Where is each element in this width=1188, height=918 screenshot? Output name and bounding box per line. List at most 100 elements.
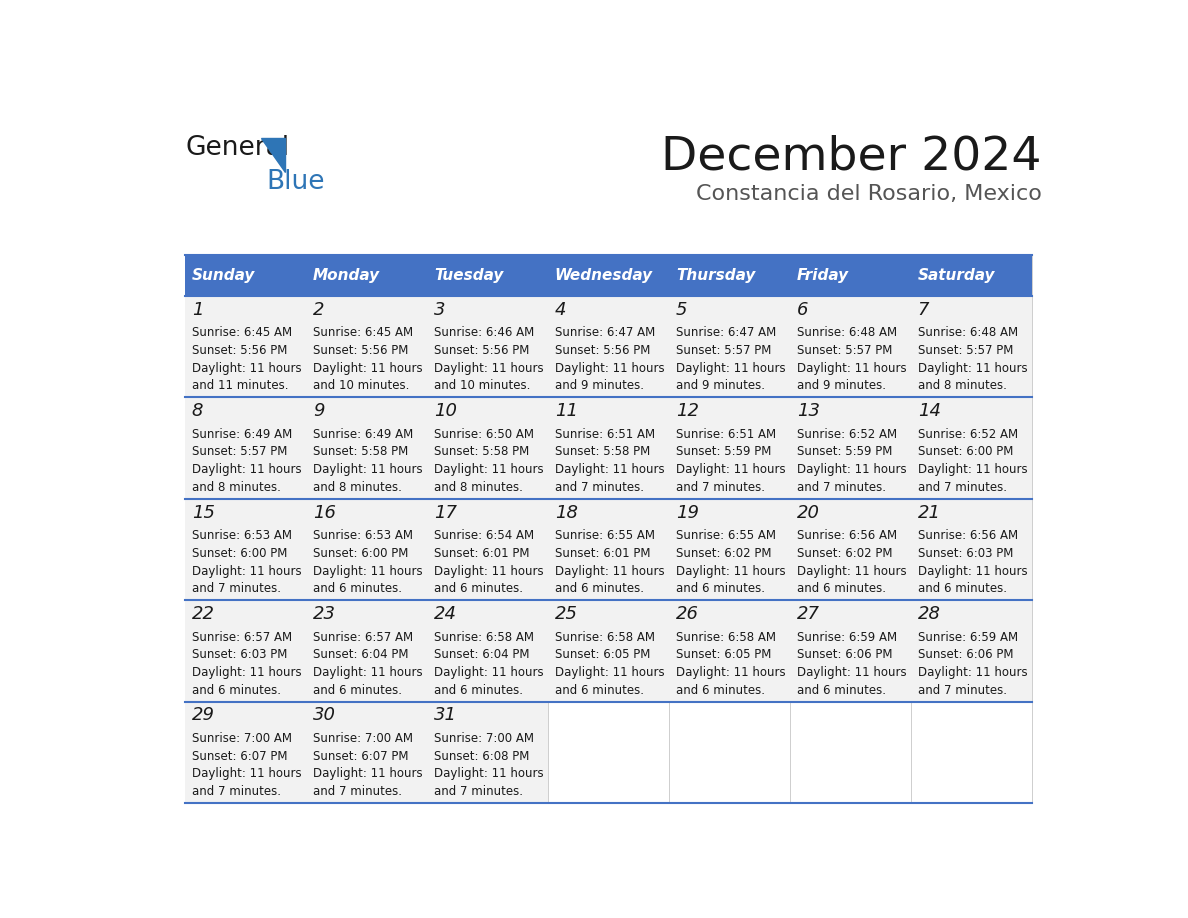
Text: Sunrise: 6:45 AM: Sunrise: 6:45 AM	[312, 327, 413, 340]
Text: Sunset: 6:01 PM: Sunset: 6:01 PM	[434, 547, 530, 560]
Text: Sunset: 5:57 PM: Sunset: 5:57 PM	[797, 344, 892, 357]
Text: Daylight: 11 hours: Daylight: 11 hours	[676, 666, 785, 679]
Text: Sunset: 6:00 PM: Sunset: 6:00 PM	[191, 547, 287, 560]
Text: Sunrise: 6:56 AM: Sunrise: 6:56 AM	[797, 529, 897, 543]
Text: and 6 minutes.: and 6 minutes.	[312, 684, 402, 697]
Text: 2: 2	[312, 301, 324, 319]
Bar	[428, 701, 549, 803]
Text: 29: 29	[191, 707, 215, 724]
Text: Sunrise: 6:51 AM: Sunrise: 6:51 AM	[676, 428, 776, 441]
Text: 4: 4	[555, 301, 567, 319]
Text: 30: 30	[312, 707, 336, 724]
Text: Saturday: Saturday	[918, 268, 996, 283]
Text: 26: 26	[676, 605, 699, 623]
Text: 21: 21	[918, 504, 941, 521]
Text: Sunset: 6:08 PM: Sunset: 6:08 PM	[434, 750, 529, 763]
Text: Sunrise: 6:58 AM: Sunrise: 6:58 AM	[434, 631, 533, 644]
Text: Sunset: 6:05 PM: Sunset: 6:05 PM	[676, 648, 771, 661]
Text: 20: 20	[797, 504, 820, 521]
Text: Sunset: 5:56 PM: Sunset: 5:56 PM	[191, 344, 287, 357]
Text: and 6 minutes.: and 6 minutes.	[676, 684, 765, 697]
Text: Sunrise: 7:00 AM: Sunrise: 7:00 AM	[434, 732, 533, 744]
Text: Sunrise: 7:00 AM: Sunrise: 7:00 AM	[191, 732, 292, 744]
Text: Sunset: 6:04 PM: Sunset: 6:04 PM	[434, 648, 530, 661]
Text: Monday: Monday	[312, 268, 380, 283]
Text: Sunrise: 6:52 AM: Sunrise: 6:52 AM	[918, 428, 1018, 441]
Text: Sunrise: 6:55 AM: Sunrise: 6:55 AM	[676, 529, 776, 543]
Text: Daylight: 11 hours: Daylight: 11 hours	[312, 362, 423, 375]
Text: Daylight: 11 hours: Daylight: 11 hours	[191, 362, 302, 375]
Text: Daylight: 11 hours: Daylight: 11 hours	[191, 565, 302, 577]
Text: and 8 minutes.: and 8 minutes.	[312, 481, 402, 494]
Text: Daylight: 11 hours: Daylight: 11 hours	[555, 565, 664, 577]
Text: Sunrise: 6:59 AM: Sunrise: 6:59 AM	[797, 631, 897, 644]
Text: Daylight: 11 hours: Daylight: 11 hours	[312, 666, 423, 679]
Text: Sunset: 6:00 PM: Sunset: 6:00 PM	[918, 445, 1013, 458]
Text: Tuesday: Tuesday	[434, 268, 504, 283]
Text: and 6 minutes.: and 6 minutes.	[555, 582, 644, 595]
Text: 3: 3	[434, 301, 446, 319]
Text: Sunset: 5:56 PM: Sunset: 5:56 PM	[312, 344, 409, 357]
Text: and 11 minutes.: and 11 minutes.	[191, 379, 289, 393]
Text: Daylight: 11 hours: Daylight: 11 hours	[434, 767, 543, 780]
Text: Sunset: 6:01 PM: Sunset: 6:01 PM	[555, 547, 650, 560]
Text: 25: 25	[555, 605, 577, 623]
Bar	[549, 600, 669, 701]
Text: 27: 27	[797, 605, 820, 623]
Text: Sunset: 5:58 PM: Sunset: 5:58 PM	[434, 445, 529, 458]
Text: and 7 minutes.: and 7 minutes.	[191, 785, 280, 798]
Text: and 8 minutes.: and 8 minutes.	[434, 481, 523, 494]
Text: and 6 minutes.: and 6 minutes.	[797, 582, 886, 595]
Text: 11: 11	[555, 402, 577, 420]
Text: Sunset: 6:02 PM: Sunset: 6:02 PM	[676, 547, 771, 560]
Bar	[911, 297, 1032, 397]
Text: 18: 18	[555, 504, 577, 521]
Text: Sunrise: 6:58 AM: Sunrise: 6:58 AM	[676, 631, 776, 644]
Text: 9: 9	[312, 402, 324, 420]
Bar	[185, 498, 307, 600]
Text: Sunset: 5:56 PM: Sunset: 5:56 PM	[434, 344, 529, 357]
Bar	[669, 397, 790, 498]
Text: Daylight: 11 hours: Daylight: 11 hours	[797, 464, 906, 476]
Text: and 7 minutes.: and 7 minutes.	[434, 785, 523, 798]
Text: and 7 minutes.: and 7 minutes.	[312, 785, 402, 798]
Text: Sunrise: 6:58 AM: Sunrise: 6:58 AM	[555, 631, 655, 644]
Text: and 10 minutes.: and 10 minutes.	[434, 379, 530, 393]
Text: Constancia del Rosario, Mexico: Constancia del Rosario, Mexico	[696, 185, 1042, 205]
Text: Sunset: 6:05 PM: Sunset: 6:05 PM	[555, 648, 650, 661]
Text: Daylight: 11 hours: Daylight: 11 hours	[555, 362, 664, 375]
Text: 8: 8	[191, 402, 203, 420]
Bar	[669, 600, 790, 701]
Text: and 9 minutes.: and 9 minutes.	[555, 379, 644, 393]
Text: Sunrise: 6:56 AM: Sunrise: 6:56 AM	[918, 529, 1018, 543]
Text: Sunset: 6:07 PM: Sunset: 6:07 PM	[312, 750, 409, 763]
Bar	[911, 397, 1032, 498]
Bar	[185, 255, 307, 297]
Bar	[669, 498, 790, 600]
Text: Daylight: 11 hours: Daylight: 11 hours	[797, 666, 906, 679]
Text: and 7 minutes.: and 7 minutes.	[797, 481, 886, 494]
Text: Thursday: Thursday	[676, 268, 756, 283]
Text: Friday: Friday	[797, 268, 849, 283]
Text: Sunset: 6:06 PM: Sunset: 6:06 PM	[797, 648, 892, 661]
Text: Daylight: 11 hours: Daylight: 11 hours	[434, 362, 543, 375]
Bar	[185, 397, 307, 498]
Text: and 7 minutes.: and 7 minutes.	[918, 481, 1006, 494]
Text: 15: 15	[191, 504, 215, 521]
Text: Sunset: 6:07 PM: Sunset: 6:07 PM	[191, 750, 287, 763]
Text: 23: 23	[312, 605, 336, 623]
Text: Daylight: 11 hours: Daylight: 11 hours	[676, 565, 785, 577]
Bar	[669, 255, 790, 297]
Text: and 8 minutes.: and 8 minutes.	[191, 481, 280, 494]
Bar	[790, 297, 911, 397]
Text: Sunset: 5:56 PM: Sunset: 5:56 PM	[555, 344, 650, 357]
Bar	[428, 297, 549, 397]
Text: Sunrise: 6:49 AM: Sunrise: 6:49 AM	[191, 428, 292, 441]
Bar	[185, 297, 307, 397]
Text: Daylight: 11 hours: Daylight: 11 hours	[191, 767, 302, 780]
Text: General: General	[185, 135, 290, 161]
Bar	[549, 297, 669, 397]
Text: Daylight: 11 hours: Daylight: 11 hours	[312, 464, 423, 476]
Text: Daylight: 11 hours: Daylight: 11 hours	[918, 666, 1028, 679]
Bar	[549, 255, 669, 297]
